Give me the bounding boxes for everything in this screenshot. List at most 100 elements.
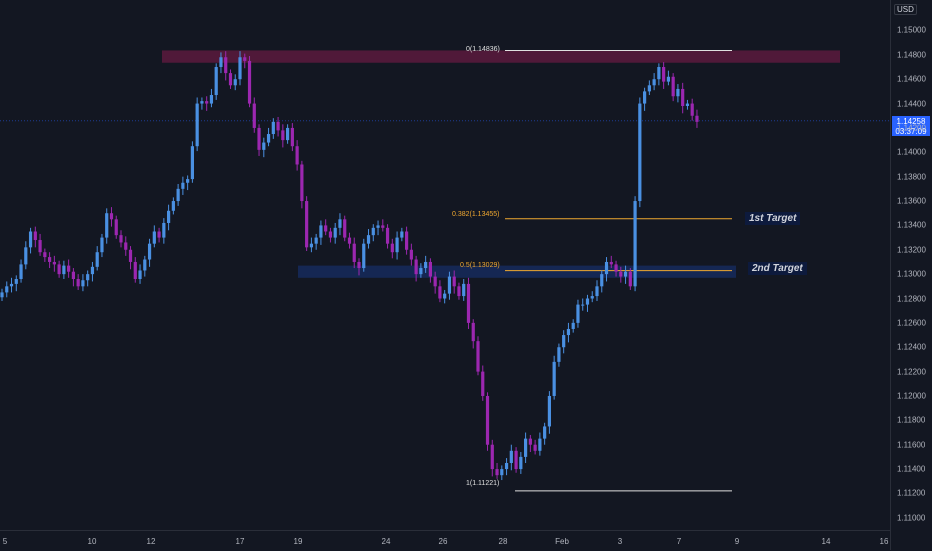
candle-body	[557, 347, 561, 362]
candle-body	[71, 271, 75, 280]
candle-body	[633, 201, 637, 287]
candle-body	[324, 225, 328, 232]
candle-body	[114, 219, 118, 236]
candle-body	[466, 283, 471, 323]
price-tick-label: 1.11800	[897, 415, 926, 425]
price-tick-label: 1.14400	[897, 99, 926, 109]
fib-label-1: 1(1.11221)	[466, 480, 500, 487]
candle-body	[109, 213, 114, 220]
candle-body	[428, 261, 432, 277]
fib-label-05: 0.5(1.13029)	[460, 262, 500, 269]
candle-body	[333, 227, 337, 238]
candle-body	[424, 261, 428, 269]
candle-body	[376, 225, 380, 228]
time-tick-label: 26	[438, 537, 448, 546]
candle-body	[62, 265, 66, 275]
price-tick-label: 1.14800	[897, 50, 926, 60]
candle-body	[228, 73, 233, 86]
candle-body	[252, 103, 256, 128]
candle-body	[695, 115, 699, 122]
time-tick-label: Feb	[555, 537, 569, 546]
candle-body	[395, 237, 399, 253]
candle-body	[305, 201, 309, 248]
candle-body	[405, 231, 409, 250]
supply-zone	[162, 50, 840, 63]
candle-body	[152, 231, 156, 244]
candle-body	[257, 127, 261, 150]
candle-body	[490, 444, 494, 470]
price-tick-label: 1.11400	[897, 464, 926, 474]
candle-body	[266, 134, 271, 143]
chart-plot-area[interactable]: 0(1.14836) 0.382(1.13455) 0.5(1.13029) 1…	[0, 0, 890, 530]
candle-body	[438, 286, 442, 299]
candle-body	[543, 426, 547, 439]
candle-body	[309, 243, 313, 248]
candle-body	[481, 371, 485, 396]
candle-body	[619, 271, 623, 277]
price-tick-label: 1.14200	[897, 123, 926, 133]
candlestick-chart[interactable]	[0, 0, 890, 530]
candle-body	[95, 252, 99, 267]
candle-body	[190, 146, 194, 180]
candle-body	[614, 264, 618, 272]
candle-body	[147, 243, 152, 260]
candle-body	[128, 249, 133, 262]
candle-body	[14, 279, 18, 284]
price-tick-label: 1.14600	[897, 74, 926, 84]
candle-body	[200, 101, 204, 104]
candle-body	[157, 231, 161, 238]
time-tick-label: 17	[235, 537, 245, 546]
candle-body	[390, 243, 394, 253]
second-target-label[interactable]: 2nd Target	[748, 262, 807, 275]
time-tick-label: 19	[293, 537, 303, 546]
first-target-label[interactable]: 1st Target	[745, 212, 801, 225]
candle-body	[271, 121, 275, 135]
candle-body	[286, 127, 290, 141]
candle-body	[433, 276, 437, 287]
candle-body	[562, 335, 566, 348]
candle-body	[528, 438, 532, 445]
candle-body	[224, 57, 228, 74]
price-axis[interactable]: USD 1.14258 03:37:09 1.15000 1.14800 1.146…	[890, 0, 932, 550]
candle-body	[343, 219, 347, 238]
candle-body	[19, 264, 23, 280]
candle-body	[276, 121, 280, 131]
current-price-tag: 1.14258 03:37:09	[892, 116, 930, 136]
candle-body	[690, 103, 694, 116]
price-tick-label: 1.15000	[897, 25, 926, 35]
candle-body	[366, 235, 371, 244]
candle-body	[347, 237, 352, 244]
candle-body	[314, 237, 318, 244]
candle-body	[162, 222, 166, 238]
time-tick-label: 16	[879, 537, 889, 546]
candle-body	[504, 462, 509, 470]
candle-body	[186, 179, 190, 183]
candle-body	[5, 286, 9, 293]
candle-body	[371, 227, 375, 236]
candle-body	[590, 296, 594, 299]
time-tick-label: 9	[734, 537, 740, 546]
time-tick-label: 24	[381, 537, 391, 546]
candle-body	[219, 57, 223, 68]
time-tick-label: 12	[146, 537, 156, 546]
candle-body	[447, 276, 452, 294]
candle-body	[281, 130, 285, 141]
candle-body	[471, 322, 475, 342]
candle-body	[385, 227, 390, 244]
candle-body	[209, 95, 214, 104]
candle-body	[400, 231, 404, 238]
price-tick-label: 1.14000	[897, 147, 926, 157]
candle-body	[628, 271, 632, 287]
price-tick-label: 1.12400	[897, 342, 926, 352]
candle-body	[52, 261, 56, 265]
current-price-countdown: 03:37:09	[895, 127, 927, 136]
candle-body	[247, 60, 252, 104]
candle-body	[652, 79, 656, 86]
time-axis[interactable]: 5 10 12 17 19 24 26 28 Feb 3 7 9 14 16	[0, 530, 890, 551]
fib-label-0: 0(1.14836)	[466, 46, 500, 53]
candle-body	[585, 298, 590, 305]
time-tick-label: 3	[617, 537, 623, 546]
candle-body	[485, 395, 490, 445]
currency-selector[interactable]: USD	[894, 4, 917, 15]
candle-body	[205, 101, 209, 104]
